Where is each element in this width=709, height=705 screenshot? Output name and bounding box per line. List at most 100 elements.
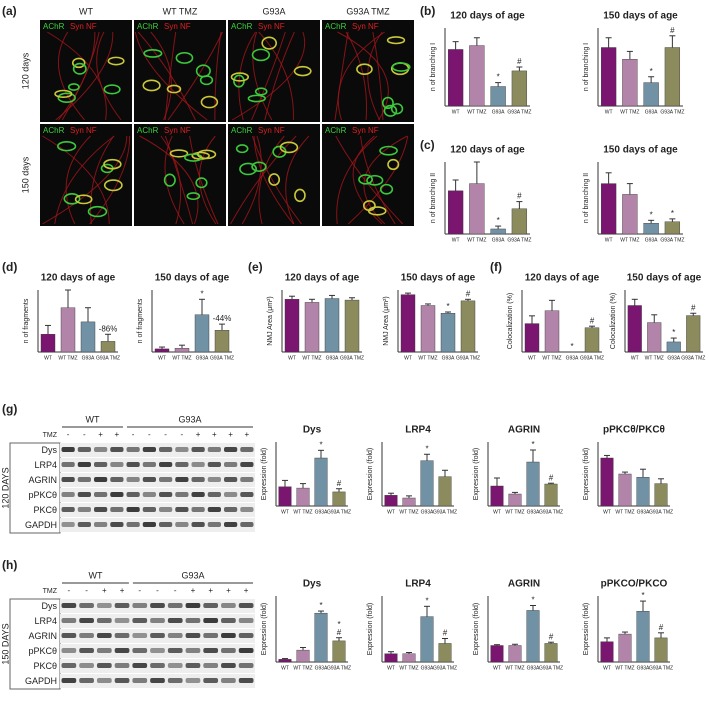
category-label: G93A TMZ [507,237,531,243]
blot-band [61,603,77,608]
blot-band [175,507,189,512]
significance-mark: # [337,479,342,488]
treatment-sign: + [212,430,217,439]
bar [524,323,540,353]
channel-label: AChR [325,22,347,31]
bar [440,313,456,353]
blot-band [167,618,183,623]
blot-band [61,492,75,497]
nmj [235,144,249,154]
y-axis-label: n of fragments [137,298,144,343]
nerve-fiber [251,31,286,121]
category-label: WT TMZ [467,109,486,115]
blot-band [159,522,173,527]
blot-band [240,492,254,497]
bar [600,183,617,235]
bar [402,497,416,507]
protein-label: PKCθ [33,661,57,671]
blot-band [79,633,94,638]
chart-title: 150 days of age [155,273,230,284]
nmj [57,141,77,152]
significance-mark: * [531,596,534,605]
chart-title: pPKCθ/PKCθ [603,425,665,436]
bar [60,307,76,353]
nerve-fiber [258,31,294,121]
treatment-sign: + [244,586,249,595]
column-label: G93A TMZ [346,6,390,16]
category-label: WT [288,355,296,361]
y-axis-label: n of branching II [430,173,437,223]
bar [600,47,617,107]
blot-strip [60,458,255,472]
blot-band [110,492,124,497]
bar [40,334,56,353]
blot-band [61,648,77,653]
blot-band [224,462,238,467]
blot-band [191,477,205,482]
significance-mark: * [650,67,653,76]
significance-mark: # [691,303,696,312]
protein-label: AGRIN [28,631,57,641]
blot-band [96,663,112,668]
panel-label: (d) [2,260,17,274]
panel-label: (a) [2,4,17,18]
treatment-sign: + [120,586,125,595]
y-axis-label: Expression (fold) [367,603,374,656]
significance-mark: * [337,620,340,629]
nmj [163,173,176,187]
blot-band [238,618,254,623]
treatment-sign: + [228,430,233,439]
blot-band [114,678,130,683]
nmj [103,158,122,170]
nmj [294,188,306,203]
y-axis-label: Expression (fold) [367,448,374,501]
significance-mark: * [319,440,322,449]
blot-band [114,663,130,668]
bar [100,341,116,353]
blot-band [191,492,205,497]
nmj [247,94,266,103]
chart-title: Dys [303,579,322,590]
channel-label: AChR [43,22,65,31]
significance-mark: * [671,209,674,218]
category-label: WT [452,109,460,115]
blot-band [61,477,75,482]
bar [194,314,210,353]
blot-band [114,648,130,653]
group-label: G93A [178,414,201,424]
blot-band [207,447,221,452]
blot-band [224,507,238,512]
nmj [186,192,201,201]
micrograph [228,20,320,122]
significance-mark: * [650,210,653,219]
blot-band [175,447,189,452]
blot-band [224,492,238,497]
blot-band [132,603,148,608]
nerve-fiber [241,135,262,225]
significance-mark: * [570,342,573,351]
nmj [391,62,411,72]
category-label: WT TMZ [505,509,524,515]
bar [324,298,340,353]
blot-band [224,447,238,452]
channel-label: Syn NF [70,126,97,135]
nerve-fiber [139,135,199,225]
blot-band [203,603,219,608]
blot-band [185,633,201,638]
nmj [72,62,87,75]
category-label: G93A [421,509,434,515]
protein-label: PKCθ [33,505,57,515]
y-axis-label: Expression (fold) [583,603,590,656]
bar [654,637,668,663]
bar [278,486,292,507]
chart-title: 150 days of age [627,273,702,284]
blot-band [126,522,140,527]
blot-band [79,648,94,653]
nmj [169,149,189,158]
category-label: G93A TMZ [660,237,684,243]
bar [154,348,170,353]
blot-band [94,522,108,527]
nmj [362,200,376,212]
category-label: WT [44,355,52,361]
category-label: G93A [421,665,434,671]
